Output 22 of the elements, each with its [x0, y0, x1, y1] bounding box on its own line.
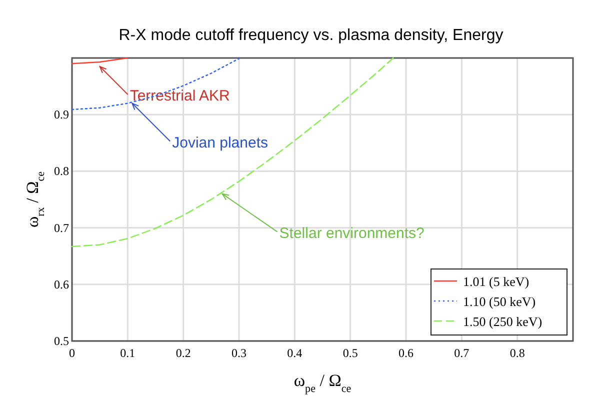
x-tick-label: 0.1 — [120, 346, 136, 360]
x-tick-label: 0.8 — [510, 346, 525, 360]
x-tick-label: 0.5 — [342, 346, 358, 360]
line-series — [71, 58, 240, 110]
legend-label: 1.10 (50 keV) — [463, 294, 536, 309]
y-tick-label: 0.6 — [54, 277, 69, 292]
legend-label: 1.50 (250 keV) — [463, 314, 542, 329]
x-axis-title: ω$_{pe}$ / Ω$_{ce}$ — [294, 371, 352, 395]
annotation: Stellar environments? — [279, 224, 424, 242]
y-tick-label: 0.7 — [54, 220, 69, 235]
x-tick-label: 0.4 — [287, 346, 302, 360]
x-tick-label: 0.3 — [232, 346, 246, 360]
x-tick-label: 0 — [69, 346, 75, 360]
annotation: Jovian planets — [172, 134, 268, 152]
y-tick-label: 0.9 — [54, 108, 69, 122]
x-tick-label: 0.7 — [454, 346, 470, 360]
x-tick-label: 0.6 — [398, 346, 414, 360]
y-tick-label: 0.5 — [54, 334, 69, 348]
x-tick-label: 0.2 — [176, 346, 191, 360]
y-tick-label: 0.8 — [54, 164, 69, 178]
legend-label: 1.01 (5 keV) — [463, 274, 530, 289]
chart-title: R-X mode cutoff frequency vs. plasma density, Energy — [118, 27, 504, 44]
